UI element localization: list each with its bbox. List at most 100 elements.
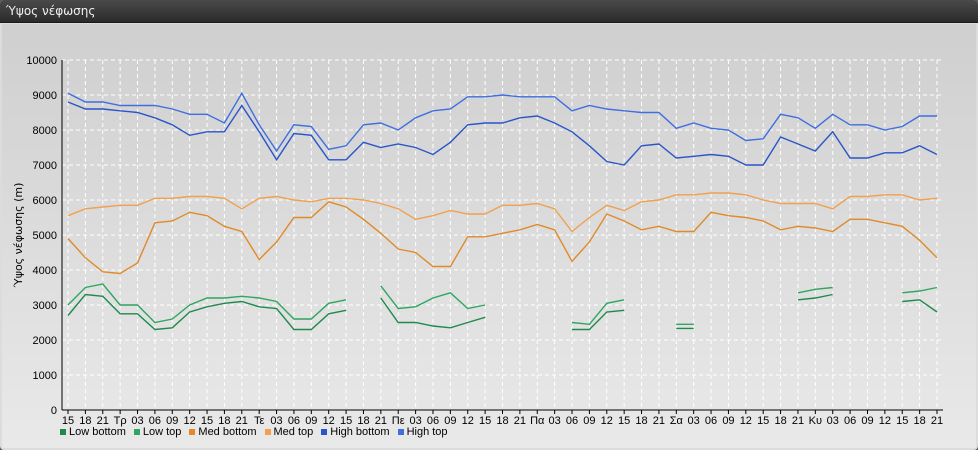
- y-tick-label: 9000: [33, 90, 57, 102]
- x-tick-label: 21: [792, 415, 804, 427]
- x-tick-label: 18: [496, 415, 508, 427]
- y-tick-label: 5000: [33, 230, 57, 242]
- x-tick-label: 06: [149, 415, 161, 427]
- med-bottom-line: [67, 201, 938, 275]
- legend-swatch: [264, 429, 271, 435]
- legend-item-high-top: High top: [397, 426, 448, 438]
- x-tick-label: 09: [861, 415, 873, 427]
- x-tick-label: 12: [462, 415, 474, 427]
- low-top-line: [797, 286, 833, 294]
- x-tick-label: 15: [201, 415, 213, 427]
- x-tick-label: 15: [618, 415, 630, 427]
- legend-label: Med bottom: [198, 426, 257, 438]
- low-bottom-line: [572, 309, 625, 331]
- legend-swatch: [133, 429, 140, 435]
- y-tick-label: 4000: [33, 265, 57, 277]
- y-tick-label: 1000: [33, 370, 57, 382]
- legend-swatch: [189, 429, 196, 435]
- x-tick-label: 21: [97, 415, 109, 427]
- y-tick-label: 8000: [33, 125, 57, 137]
- x-tick-label: 06: [288, 415, 300, 427]
- x-tick-label: 03: [688, 415, 700, 427]
- x-tick-label: 09: [583, 415, 595, 427]
- legend-swatch: [60, 429, 66, 435]
- x-tick-label: 09: [722, 415, 734, 427]
- legend-item-med-top: Med top: [264, 426, 314, 438]
- low-bottom-line: [797, 293, 833, 301]
- x-tick-label: Τρ: [114, 415, 127, 427]
- x-tick-label: 21: [375, 415, 387, 427]
- x-tick-label: 12: [184, 415, 196, 427]
- legend-swatch: [321, 429, 328, 435]
- y-axis-label: Ύψος νέφωσης (m): [12, 183, 25, 289]
- x-tick-label: 15: [896, 415, 908, 427]
- legend-label: Low bottom: [69, 426, 126, 438]
- legend-label: Med top: [273, 426, 314, 438]
- high-top-line: [67, 91, 937, 153]
- x-tick-label: 03: [131, 415, 143, 427]
- chart-legend: Low bottom Low top Med bottom Med top High b…: [60, 426, 448, 438]
- x-tick-label: 06: [705, 415, 717, 427]
- x-tick-label: 18: [635, 415, 647, 427]
- med-top-line: [67, 192, 938, 233]
- x-tick-label: 09: [305, 415, 317, 427]
- x-tick-label: 12: [323, 415, 335, 427]
- x-tick-label: 09: [166, 415, 178, 427]
- x-tick-label: 06: [566, 415, 578, 427]
- legend-item-low-bottom: Low bottom: [60, 426, 126, 438]
- y-tick-label: 6000: [33, 195, 57, 207]
- low-bottom-line: [380, 297, 486, 329]
- x-tick-label: 06: [427, 415, 439, 427]
- x-tick-label: Πε: [392, 415, 405, 427]
- legend-label: High top: [406, 426, 448, 438]
- y-tick-label: 10000: [26, 55, 57, 67]
- x-tick-label: 21: [653, 415, 665, 427]
- legend-item-high-bottom: High bottom: [321, 426, 390, 438]
- legend-item-low-top: Low top: [133, 426, 182, 438]
- title-bar: Ύψος νέφωσης: [0, 0, 978, 23]
- x-tick-label: 09: [444, 415, 456, 427]
- x-tick-label: 06: [844, 415, 856, 427]
- x-tick-label: 18: [218, 415, 230, 427]
- legend-label: High bottom: [330, 426, 390, 438]
- x-tick-label: 21: [236, 415, 248, 427]
- x-tick-label: 15: [340, 415, 352, 427]
- x-tick-label: Σα: [670, 415, 684, 427]
- x-tick-label: 15: [479, 415, 491, 427]
- low-bottom-line: [67, 293, 347, 331]
- x-tick-label: 18: [357, 415, 369, 427]
- x-tick-label: 03: [409, 415, 421, 427]
- x-tick-label: 15: [757, 415, 769, 427]
- x-tick-label: 03: [827, 415, 839, 427]
- x-tick-label: 18: [79, 415, 91, 427]
- y-tick-label: 2000: [33, 335, 57, 347]
- x-tick-label: 12: [879, 415, 891, 427]
- x-tick-label: Κυ: [809, 415, 822, 427]
- x-tick-label: 12: [601, 415, 613, 427]
- low-top-line: [571, 299, 625, 326]
- legend-swatch: [397, 429, 404, 435]
- low-bottom-line: [902, 299, 938, 313]
- high-bottom-line: [67, 101, 938, 166]
- x-tick-label: 18: [774, 415, 786, 427]
- legend-item-med-bottom: Med bottom: [189, 426, 257, 438]
- legend-label: Low top: [142, 426, 182, 438]
- x-tick-label: 03: [549, 415, 561, 427]
- x-tick-label: 03: [270, 415, 282, 427]
- low-top-line: [902, 286, 938, 294]
- x-tick-label: 18: [913, 415, 925, 427]
- x-tick-label: 12: [740, 415, 752, 427]
- x-tick-label: 21: [514, 415, 526, 427]
- x-tick-label: 15: [62, 415, 74, 427]
- window-title: Ύψος νέφωσης: [6, 4, 96, 18]
- x-tick-label: Τε: [254, 415, 265, 427]
- low-top-line: [67, 283, 347, 324]
- y-tick-label: 7000: [33, 160, 57, 172]
- x-tick-label: Πα: [530, 415, 545, 427]
- low-top-line: [380, 285, 486, 310]
- y-tick-label: 0: [51, 405, 57, 417]
- x-tick-label: 21: [931, 415, 943, 427]
- y-tick-label: 3000: [33, 300, 57, 312]
